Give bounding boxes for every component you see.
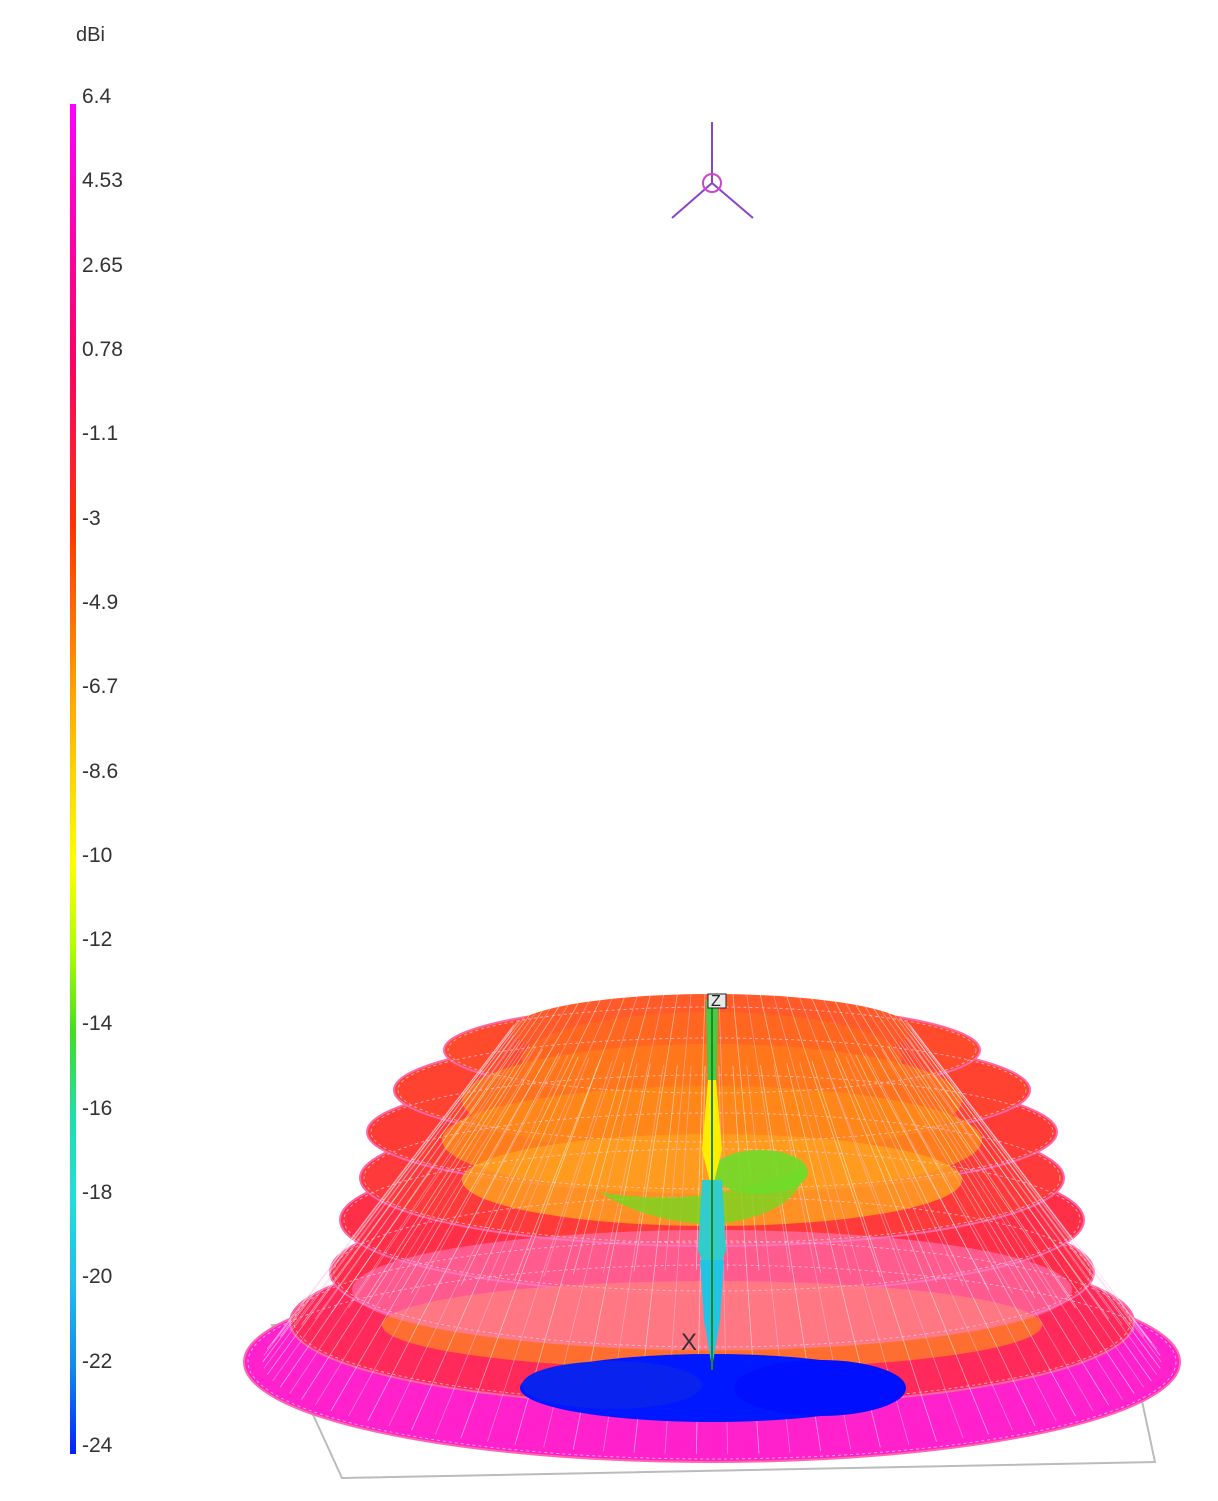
colorbar-tick-label: -1.1 [82, 422, 119, 446]
mesh-line [786, 996, 881, 1277]
mesh-line [279, 1039, 521, 1388]
mesh-line [773, 995, 852, 1275]
mesh-line [272, 1022, 517, 1344]
mesh-line [435, 1058, 590, 1435]
mesh-line [903, 1039, 1145, 1388]
colorbar [70, 104, 76, 1454]
pattern-null-region [520, 1354, 906, 1422]
mesh-line [855, 1054, 1036, 1427]
mesh-line [888, 1046, 1110, 1406]
mesh-line [367, 1006, 560, 1304]
mesh-line [388, 1054, 569, 1427]
mesh-line [572, 995, 651, 1275]
mesh-line [289, 1042, 525, 1394]
mesh-line [330, 1048, 543, 1412]
mesh-line [873, 1008, 1076, 1309]
mesh-line [823, 1000, 964, 1286]
colorbar-unit-label: dBi [76, 24, 105, 46]
mesh-line [487, 998, 613, 1283]
mesh-line [873, 1051, 1076, 1417]
colorbar-tick-label: -12 [82, 928, 113, 952]
colorbar-tick-label: -22 [82, 1349, 113, 1373]
mesh-line [811, 998, 937, 1283]
mesh-line [514, 997, 625, 1280]
mesh-line [411, 1056, 579, 1431]
pattern-mesh [247, 993, 1177, 1460]
mesh-line [811, 1061, 937, 1442]
mesh-line [732, 994, 760, 1271]
z-axis-marker: Z [707, 993, 727, 1010]
mesh-line [289, 1017, 525, 1331]
orientation-triad-icon [671, 122, 754, 219]
colorbar-tick-label: -10 [82, 843, 113, 867]
mesh-line [881, 1010, 1094, 1314]
colorbar-tick-label: 6.4 [82, 85, 112, 108]
colorbar-tick-label: -24 [82, 1434, 113, 1457]
mesh-line [909, 1024, 1158, 1350]
colorbar-tick-label: 2.65 [82, 253, 123, 277]
mesh-line [881, 1048, 1094, 1412]
mesh-ring [293, 1240, 1131, 1404]
mesh-line [460, 1000, 601, 1286]
mesh-line [301, 1044, 530, 1400]
mesh-line [330, 1010, 543, 1314]
mesh-line [894, 1044, 1123, 1400]
mesh-line [894, 1015, 1123, 1325]
x-axis-label: X [681, 1329, 697, 1356]
mesh-line [888, 1012, 1110, 1320]
mesh-line [411, 1003, 579, 1294]
mesh-line [543, 996, 638, 1277]
mesh-line [911, 1027, 1161, 1356]
mesh-line [695, 993, 706, 1271]
mesh-ring [447, 1006, 977, 1094]
mesh-line [279, 1019, 521, 1337]
mesh-line [435, 1001, 590, 1290]
mesh-ring [363, 1112, 1061, 1244]
mesh-ring [370, 1074, 1054, 1190]
mesh-line [834, 1001, 989, 1290]
mesh-line [633, 994, 678, 1272]
mesh-line [799, 997, 910, 1280]
colorbar-tick-label: -4.9 [82, 590, 119, 614]
mesh-line [487, 1061, 613, 1442]
mesh-line [460, 1059, 601, 1439]
mesh-line [718, 993, 729, 1271]
mesh-line [388, 1004, 569, 1299]
colorbar-tick-label: -16 [82, 1096, 113, 1120]
mesh-line [602, 995, 664, 1273]
mesh-line [746, 994, 791, 1272]
colorbar-tick-label: -3 [82, 506, 101, 530]
colorbar-tick-label: -20 [82, 1265, 113, 1289]
colorbar-tick-label: -18 [82, 1181, 113, 1205]
mesh-line [845, 1056, 1013, 1431]
mesh-line [314, 1012, 536, 1320]
mesh-ring [247, 1264, 1177, 1460]
colorbar-tick-label: -8.6 [82, 759, 119, 783]
mesh-line [855, 1004, 1036, 1299]
mesh-line [834, 1058, 989, 1435]
mesh-line [845, 1003, 1013, 1294]
mesh-line [348, 1051, 551, 1417]
colorbar-tick-label: 4.53 [82, 169, 123, 193]
colorbar-tick-label: -14 [82, 1012, 113, 1036]
mesh-line [301, 1015, 530, 1325]
colorbar-tick-label: -6.7 [82, 675, 119, 699]
colorbar-tick-label: 0.78 [82, 337, 123, 361]
mesh-line [899, 1017, 1135, 1331]
mesh-line [903, 1019, 1145, 1337]
mesh-line [266, 1024, 515, 1350]
mesh-line [864, 1006, 1057, 1304]
x-axis-marker: X [681, 1329, 697, 1356]
mesh-line [664, 994, 692, 1271]
mesh-line [760, 995, 822, 1273]
mesh-line [314, 1046, 536, 1406]
mesh-line [899, 1042, 1135, 1394]
pattern-axis-spike [698, 995, 726, 1370]
z-axis-label: Z [711, 993, 721, 1010]
mesh-line [348, 1008, 551, 1309]
